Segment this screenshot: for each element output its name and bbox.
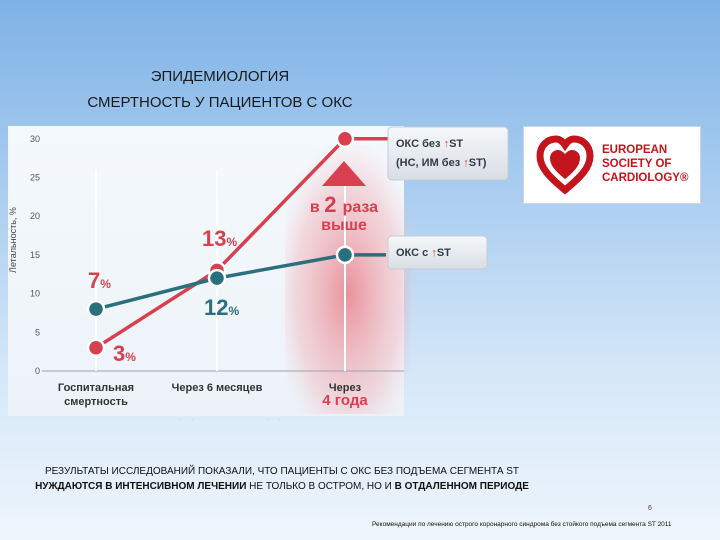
legend-entry: ОКС с ↑ST	[396, 247, 451, 259]
legend-box	[387, 235, 488, 270]
y-axis-label: Летальность, %	[8, 207, 18, 273]
conclusion-bold-2: В ОТДАЛЕННОМ ПЕРИОДЕ	[394, 481, 529, 492]
slide-title: ЭПИДЕМИОЛОГИЯ	[150, 68, 290, 85]
x-tick-label: смертность	[64, 396, 128, 408]
logo-line-3: CARDIOLOGY®	[602, 172, 689, 184]
conclusion-part-1: РЕЗУЛЬТАТЫ ИССЛЕДОВАНИЙ ПОКАЗАЛИ, ЧТО ПА…	[44, 466, 520, 477]
annotation-text: в 2 раза	[310, 192, 378, 217]
data-point	[335, 245, 355, 265]
conclusion-text: РЕЗУЛЬТАТЫ ИССЛЕДОВАНИЙ ПОКАЗАЛИ, ЧТО ПА…	[22, 464, 542, 494]
legend-entry: ОКС без ↑ST	[396, 138, 463, 150]
legend-box	[387, 126, 509, 181]
esc-logo: EUROPEAN SOCIETY OF CARDIOLOGY®	[523, 126, 701, 204]
y-tick-label: 5	[35, 327, 40, 337]
footnote: Рекомендации по лечению острого коронарн…	[372, 521, 672, 528]
data-label: 7%	[88, 268, 111, 293]
mortality-chart: 0 5 10 15 20 25 30 Госпитальная смертность Через…	[8, 126, 509, 420]
x-tick-label: Госпитальная	[58, 382, 134, 394]
data-label: 3%	[113, 341, 136, 366]
esc-logo-text: EUROPEAN SOCIETY OF CARDIOLOGY®	[602, 143, 696, 185]
heart-logo-icon	[536, 135, 594, 195]
legend-entry: (НС, ИМ без ↑ST)	[396, 157, 487, 169]
x-tick-label: Через	[329, 382, 362, 394]
logo-line-1: EUROPEAN	[602, 144, 668, 156]
page-number: 6	[648, 505, 652, 512]
up-arrow-marker	[322, 161, 366, 186]
data-point	[335, 129, 355, 149]
y-tick-label: 0	[35, 366, 40, 376]
x-tick-label: Через 6 месяцев	[172, 382, 263, 394]
data-point	[86, 338, 106, 358]
data-label: 12%	[204, 295, 239, 320]
conclusion-part-2: НЕ ТОЛЬКО В ОСТРОМ, НО И	[246, 481, 395, 492]
annotation-text: выше	[321, 217, 367, 234]
slide-subtitle: СМЕРТНОСТЬ У ПАЦИЕНТОВ С ОКС	[87, 94, 353, 111]
data-label: 13%	[202, 226, 237, 251]
y-tick-label: 30	[30, 134, 40, 144]
y-tick-label: 20	[30, 211, 40, 221]
conclusion-bold-1: НУЖДАЮТСЯ В ИНТЕНСИВНОМ ЛЕЧЕНИИ	[35, 481, 247, 492]
y-tick-label: 15	[30, 250, 40, 260]
x-tick-label: 4 года	[322, 392, 368, 409]
series-line	[95, 253, 386, 311]
highlight-glow	[285, 146, 411, 414]
y-tick-label: 25	[30, 173, 40, 183]
data-point	[86, 299, 106, 319]
logo-line-2: SOCIETY OF	[602, 158, 672, 170]
data-point	[207, 268, 227, 288]
y-tick-label: 10	[30, 289, 40, 299]
series-line	[95, 137, 404, 350]
